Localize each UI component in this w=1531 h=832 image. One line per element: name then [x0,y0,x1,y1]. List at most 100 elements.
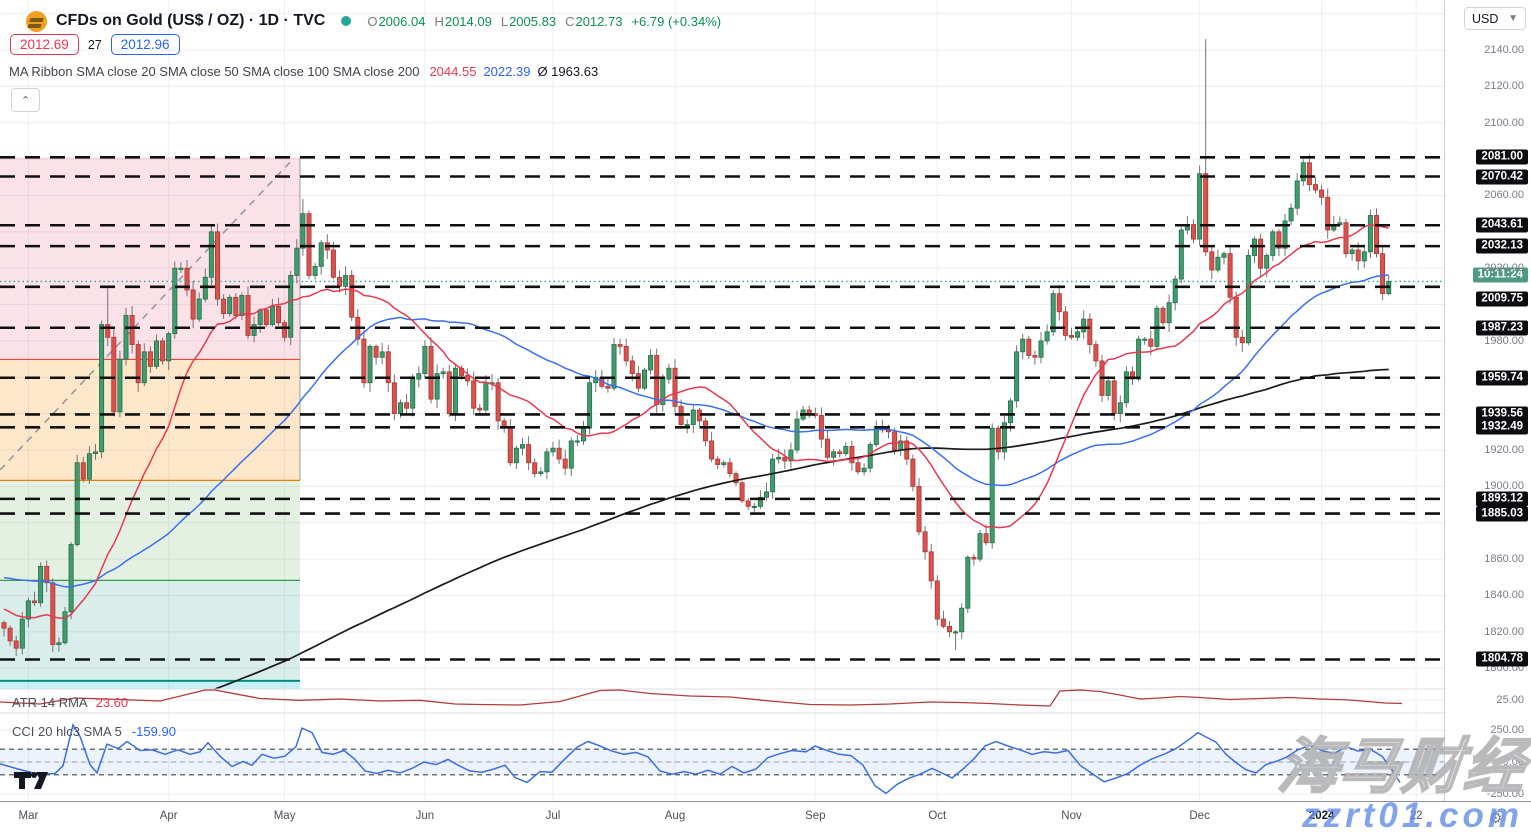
candle [1367,215,1373,253]
level-price-badge: 2081.00 [1476,149,1528,165]
candle [550,447,556,453]
candle [568,440,574,469]
candle [1123,371,1129,404]
candle [1014,351,1020,402]
candle [410,378,416,409]
cci-indicator-legend[interactable]: CCI 20 hlc3 SMA 5 -159.90 [12,724,176,739]
candle [1001,422,1007,453]
sma-20-line[interactable] [3,224,1389,619]
close-value: 2012.73 [575,13,623,29]
open-value: 2006.04 [378,13,426,29]
candle [648,355,654,371]
candle [684,424,690,427]
candle [940,618,946,627]
sma20-value: 2044.55 [429,64,477,79]
level-price-badge: 1932.49 [1476,419,1528,435]
buy-button[interactable]: 2012.96 [110,34,180,55]
candle [910,458,916,487]
candle [1166,302,1172,324]
cci-title: CCI 20 hlc3 SMA 5 [12,724,122,739]
atr-indicator-legend[interactable]: ATR 14 RMA 23.60 [12,695,128,710]
candle [995,427,1001,453]
candle [1191,224,1197,240]
candle [452,367,458,415]
candle [654,355,660,405]
candle [56,642,62,645]
candle [574,440,580,443]
candle [1282,220,1288,249]
sma-50-line[interactable] [3,274,1389,588]
spread-value: 27 [87,37,102,52]
candle [733,473,739,484]
candle [1264,255,1270,269]
candle [440,371,446,375]
atr-title: ATR 14 RMA [12,695,88,710]
projection-zones[interactable] [0,157,301,689]
candle [1093,344,1099,362]
sma-200-line[interactable] [4,368,1389,733]
time-label: May [273,810,296,822]
bar-countdown-badge: 10:11:24 [1472,267,1528,283]
level-price-badge: 1939.56 [1476,406,1528,422]
tradingview-logo[interactable] [14,772,56,792]
chart-plot-area[interactable] [0,0,1444,801]
candle [611,344,617,389]
time-label: Aug [664,810,686,822]
cci-tick: 0.00 [1502,756,1524,768]
candle [757,496,763,507]
candle [1160,307,1166,324]
sma50-value: 2022.39 [483,64,531,79]
time-label: Oct [928,810,947,822]
price-tick: 2020.00 [1484,262,1524,275]
candle [1,622,7,629]
candle [721,462,727,465]
candle [1008,400,1014,424]
time-axis[interactable]: ⚙ Mar Apr May Jun Jul Aug Sep Oct Nov Dec 2024 22 [0,801,1531,832]
candle [1245,255,1251,344]
candle [922,531,928,553]
atr-line[interactable] [0,689,1403,707]
candle [471,380,477,409]
market-status-icon[interactable] [341,16,352,26]
candle [690,409,696,425]
candle [202,276,208,300]
candle [367,345,373,384]
currency-dropdown[interactable]: USD ▼ [1464,7,1526,30]
cci-line[interactable] [0,722,1401,795]
price-scale[interactable]: USD ▼ 10:11:24 2140.00 2120.00 2100.00 2060… [1444,0,1531,801]
gear-icon[interactable]: ⚙ [1489,810,1503,827]
candle [837,451,843,455]
candle [129,315,135,345]
candle [1215,256,1221,271]
price-tick: 1900.00 [1484,480,1524,493]
candle [294,247,300,276]
ohlc-values: O2006.04 H2014.09 L2005.83 C2012.73 +6.7… [367,13,722,29]
candle [172,267,178,335]
candle [1380,253,1386,295]
candle [349,275,355,318]
candle [141,351,147,384]
candle [538,471,544,475]
candle [495,382,501,422]
candle [1294,180,1300,209]
candle [1044,331,1050,342]
price-tick: 2100.00 [1484,116,1524,129]
price-levels[interactable] [0,155,1444,661]
candle [770,458,776,493]
ma-ribbon-legend[interactable]: MA Ribbon SMA close 20 SMA close 50 SMA … [9,64,598,79]
time-label: Jul [545,810,561,822]
candle [532,462,538,475]
candle [147,351,153,367]
candle [1209,251,1215,271]
symbol-title[interactable]: CFDs on Gold (US$ / OZ) · 1D · TVC [56,12,326,29]
level-price-badge: 1804.78 [1476,651,1528,667]
candlestick-series [1,39,1392,657]
sell-button[interactable]: 2012.69 [10,34,79,55]
collapse-panel-button[interactable]: ⌃ [11,88,40,112]
candle [239,295,245,316]
candle [117,358,123,413]
candle [422,345,428,375]
candle [1136,338,1142,380]
candle [739,482,745,502]
candle [477,407,483,411]
